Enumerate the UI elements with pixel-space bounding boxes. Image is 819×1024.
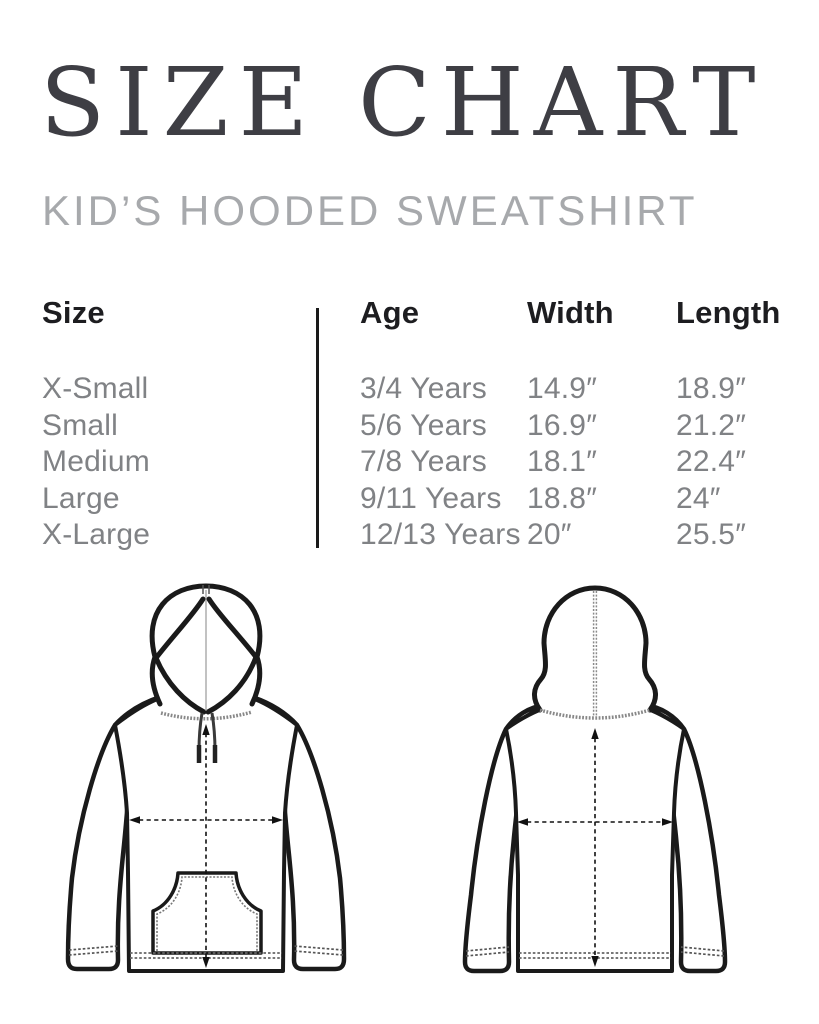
table-divider-line [316, 308, 319, 548]
column-header-width: Width [527, 295, 614, 330]
length-value: 25.5″ [676, 518, 747, 552]
age-value: 5/6 Years [360, 408, 487, 442]
width-value: 18.8″ [527, 481, 598, 515]
column-header-age: Age [360, 295, 420, 330]
width-value: 18.1″ [527, 445, 598, 479]
front-cuff-stitching [68, 945, 344, 956]
table-header-row: Size Age Width Length [42, 296, 787, 330]
page-title: SIZE CHART [40, 48, 766, 158]
table-row: Small 5/6 Years 16.9″ 21.2″ [42, 408, 787, 445]
column-header-size: Size [42, 295, 105, 330]
size-value: Large [42, 481, 120, 515]
age-value: 3/4 Years [360, 372, 487, 405]
hoodie-front-diagram [65, 583, 347, 973]
size-value: Small [42, 408, 119, 442]
width-value: 16.9″ [527, 408, 598, 442]
age-value: 9/11 Years [360, 481, 502, 515]
front-kangaroo-pocket [151, 871, 263, 955]
back-collar-stitching [539, 708, 651, 720]
table-body: X-Small 3/4 Years 14.9″ 18.9″ Small 5/6 … [42, 371, 787, 554]
length-value: 22.4″ [676, 445, 747, 479]
front-hood [149, 583, 263, 763]
table-row: Large 9/11 Years 18.8″ 24″ [42, 481, 787, 518]
width-value: 20″ [527, 518, 572, 552]
page-subtitle: KID’S HOODED SWEATSHIRT [42, 187, 698, 234]
length-value: 18.9″ [676, 372, 747, 405]
width-value: 14.9″ [527, 372, 598, 405]
back-hood [532, 585, 658, 720]
hood-top-seam [202, 585, 210, 594]
size-value: X-Large [42, 518, 151, 552]
back-cuff-stitching [465, 946, 725, 957]
size-table: Size Age Width Length X-Small 3/4 Years … [42, 296, 787, 554]
table-row: Medium 7/8 Years 18.1″ 22.4″ [42, 444, 787, 481]
table-row: X-Small 3/4 Years 14.9″ 18.9″ [42, 371, 787, 408]
size-value: Medium [42, 445, 150, 479]
back-width-measure-line [517, 818, 673, 826]
front-width-measure-line [129, 816, 283, 824]
back-length-measure-line [591, 728, 599, 967]
table-row: X-Large 12/13 Years 20″ 25.5″ [42, 517, 787, 554]
hood-center-seam [592, 591, 598, 717]
front-collar-stitching [160, 710, 253, 721]
age-value: 7/8 Years [360, 445, 487, 479]
length-value: 21.2″ [676, 408, 747, 442]
size-value: X-Small [42, 372, 149, 405]
column-header-length: Length [676, 295, 781, 330]
hoodie-back-diagram [462, 585, 728, 974]
front-length-measure-line [202, 724, 210, 968]
drawstrings [196, 712, 218, 763]
age-value: 12/13 Years [360, 518, 521, 552]
length-value: 24″ [676, 481, 721, 515]
